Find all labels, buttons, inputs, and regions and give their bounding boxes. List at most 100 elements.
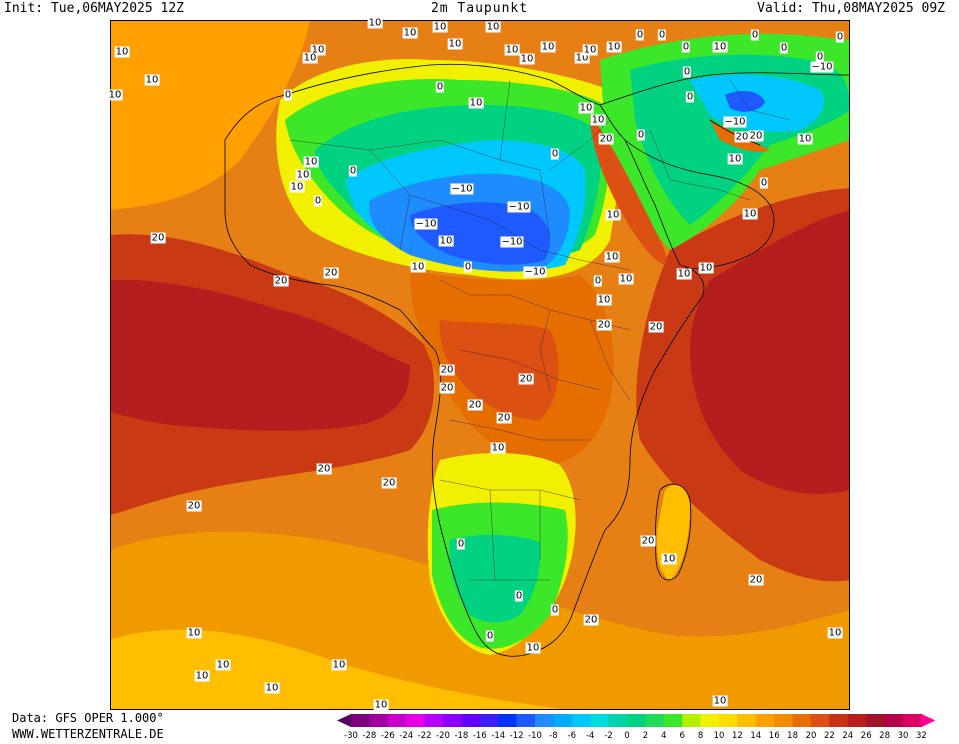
contour-label: 20 xyxy=(596,319,612,331)
contour-label: 0 xyxy=(681,41,691,53)
legend-swatch xyxy=(792,714,812,727)
contour-label: 10 xyxy=(661,553,677,565)
contour-label: 0 xyxy=(313,195,323,207)
contour-label: 0 xyxy=(463,261,473,273)
contour-label: 10 xyxy=(468,97,484,109)
legend-tick-label: -2 xyxy=(604,731,612,740)
contour-label: 10 xyxy=(264,682,280,694)
contour-label: 10 xyxy=(303,156,319,168)
contour-label: 10 xyxy=(289,181,305,193)
contour-label: 10 xyxy=(367,17,383,29)
contour-label: 10 xyxy=(797,133,813,145)
legend-tick-label: 18 xyxy=(787,731,798,740)
legend-swatch xyxy=(369,714,389,727)
legend-swatch xyxy=(406,714,425,727)
contour-label: 10 xyxy=(698,262,714,274)
legend-tick-label: -8 xyxy=(549,731,557,740)
legend-swatch xyxy=(351,714,370,727)
legend-tick-label: 8 xyxy=(698,731,703,740)
contour-label: −10 xyxy=(723,116,747,128)
contour-label: 10 xyxy=(107,89,123,101)
contour-label: 10 xyxy=(373,699,389,711)
legend-swatch xyxy=(829,714,849,727)
legend-swatch xyxy=(903,714,922,727)
legend-tick-label: 20 xyxy=(806,731,817,740)
legend-tick-label: -20 xyxy=(436,731,450,740)
sahara-dark-blue xyxy=(410,202,550,265)
legend-tick-label: -16 xyxy=(473,731,487,740)
contour-label: 0 xyxy=(779,42,789,54)
legend-tick-label: 4 xyxy=(661,731,666,740)
legend-swatch xyxy=(608,714,628,727)
legend-swatch xyxy=(811,714,830,727)
contour-label: 20 xyxy=(734,131,750,143)
legend-tick-label: -4 xyxy=(586,731,594,740)
legend-swatch xyxy=(884,714,904,727)
contour-label: 0 xyxy=(657,29,667,41)
contour-label: 20 xyxy=(439,364,455,376)
legend-swatch xyxy=(700,714,720,727)
legend-swatch xyxy=(645,714,665,727)
indian-ocean-hot xyxy=(690,210,850,494)
contour-label: −10 xyxy=(523,266,547,278)
contour-label: 0 xyxy=(835,31,845,43)
contour-label: 10 xyxy=(590,114,606,126)
contour-label: 10 xyxy=(578,102,594,114)
contour-label: 20 xyxy=(598,133,614,145)
legend-tick-label: -12 xyxy=(510,731,524,740)
legend-swatch xyxy=(663,714,683,727)
legend-tick-label: 14 xyxy=(750,731,761,740)
contour-label: 0 xyxy=(682,66,692,78)
contour-label: 0 xyxy=(635,29,645,41)
contour-label: 10 xyxy=(310,44,326,56)
contour-label: 0 xyxy=(815,51,825,63)
map-canvas xyxy=(110,20,850,710)
legend-tick-label: -14 xyxy=(491,731,505,740)
legend-tick-label: 24 xyxy=(842,731,853,740)
valid-time: Valid: Thu,08MAY2025 09Z xyxy=(757,1,945,16)
legend-tick-label: 2 xyxy=(643,731,648,740)
contour-label: 10 xyxy=(827,627,843,639)
map-title: 2m Taupunkt xyxy=(430,1,529,16)
legend-tick-label: 16 xyxy=(769,731,780,740)
legend-tick-label: -10 xyxy=(528,731,542,740)
contour-label: 20 xyxy=(640,535,656,547)
legend-swatch xyxy=(498,714,517,727)
contour-label: 10 xyxy=(605,209,621,221)
legend-tick-label: -30 xyxy=(344,731,358,740)
contour-label: 10 xyxy=(525,642,541,654)
legend-swatch xyxy=(590,714,609,727)
contour-label: 20 xyxy=(496,412,512,424)
legend-swatch xyxy=(387,714,407,727)
contour-label: 10 xyxy=(540,41,556,53)
contour-label: 20 xyxy=(439,382,455,394)
legend-tick-label: -24 xyxy=(399,731,413,740)
contour-label: 10 xyxy=(504,44,520,56)
legend-tick-label: 0 xyxy=(624,731,629,740)
contour-label: 10 xyxy=(438,235,454,247)
legend-swatch xyxy=(553,714,573,727)
color-legend: -30 -28 -26 -24 -22 -20 -18 -16 -14 -12 -10 -8 -6 -4-… xyxy=(337,712,957,744)
contour-label: 10 xyxy=(186,627,202,639)
contour-label: 0 xyxy=(550,604,560,616)
contour-label: −10 xyxy=(414,218,438,230)
contour-label: 10 xyxy=(302,52,318,64)
contour-label: 10 xyxy=(742,208,758,220)
persia-blue xyxy=(725,90,765,112)
contour-label: 0 xyxy=(348,165,358,177)
legend-swatch xyxy=(682,714,701,727)
legend-tick-label: 26 xyxy=(861,731,872,740)
legend-tick-label: 28 xyxy=(879,731,890,740)
legend-swatch xyxy=(627,714,646,727)
contour-label: −10 xyxy=(507,201,531,213)
contour-label: 10 xyxy=(194,670,210,682)
contour-label: 20 xyxy=(648,321,664,333)
legend-swatch xyxy=(443,714,462,727)
legend-swatch xyxy=(719,714,738,727)
contour-label: 20 xyxy=(150,232,166,244)
contour-label: 0 xyxy=(750,29,760,41)
coastlines xyxy=(224,63,850,657)
legend-tick-label: -26 xyxy=(381,731,395,740)
contour-label: 10 xyxy=(331,659,347,671)
contour-label: 0 xyxy=(456,538,466,550)
